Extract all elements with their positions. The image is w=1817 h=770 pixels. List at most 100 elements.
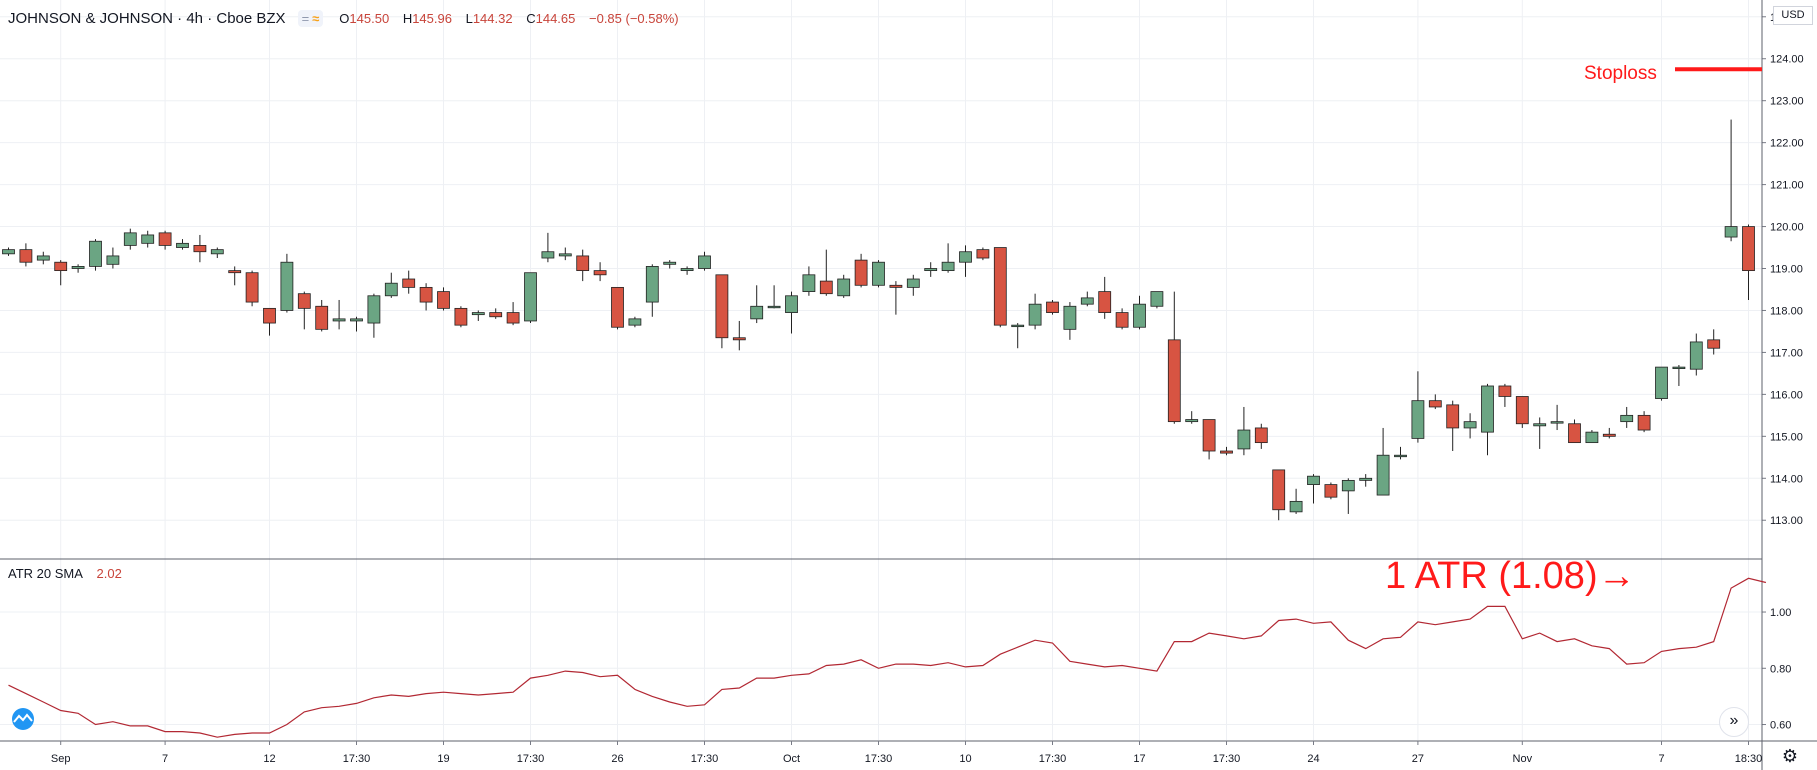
candle-body[interactable] xyxy=(750,305,764,320)
candle-body[interactable] xyxy=(1463,421,1477,429)
candle-body[interactable] xyxy=(1637,414,1651,431)
candle-body[interactable] xyxy=(54,261,68,272)
candle-body[interactable] xyxy=(367,295,381,324)
candle-body[interactable] xyxy=(1724,226,1738,238)
candle-body[interactable] xyxy=(1289,500,1303,513)
candle-body[interactable] xyxy=(541,251,555,259)
candle-body[interactable] xyxy=(1515,396,1529,425)
currency-badge[interactable]: USD xyxy=(1773,6,1813,25)
candle-body[interactable] xyxy=(1655,366,1668,399)
candle-body[interactable] xyxy=(1272,469,1286,511)
candle-body[interactable] xyxy=(1585,431,1599,444)
candle-body[interactable] xyxy=(384,282,398,297)
candle-body[interactable] xyxy=(315,305,329,330)
candle-body[interactable] xyxy=(593,270,607,276)
candle-body[interactable] xyxy=(1220,450,1233,454)
candle-body[interactable] xyxy=(715,274,729,339)
candle-body[interactable] xyxy=(680,268,694,272)
candle-body[interactable] xyxy=(19,249,33,263)
candle-body[interactable] xyxy=(158,232,172,246)
candle-body[interactable] xyxy=(889,284,903,288)
candle-body[interactable] xyxy=(89,240,102,267)
candle-body[interactable] xyxy=(210,249,224,255)
candle-body[interactable] xyxy=(1080,297,1094,305)
candle-body[interactable] xyxy=(1202,419,1216,452)
candle-body[interactable] xyxy=(1011,324,1025,328)
candle-body[interactable] xyxy=(1307,475,1320,485)
candle-body[interactable] xyxy=(1481,385,1494,433)
tradingview-logo-icon[interactable] xyxy=(8,708,38,730)
atr-series-line[interactable] xyxy=(8,577,1767,738)
candle-body[interactable] xyxy=(280,261,294,311)
candle-body[interactable] xyxy=(819,280,833,295)
candle-body[interactable] xyxy=(1411,400,1425,439)
candle-body[interactable] xyxy=(959,251,972,263)
candle-body[interactable] xyxy=(1028,303,1042,326)
candle-body[interactable] xyxy=(1602,433,1616,437)
candle-body[interactable] xyxy=(698,255,711,269)
candle-body[interactable] xyxy=(1046,301,1059,313)
candle-body[interactable] xyxy=(332,318,346,322)
candle-body[interactable] xyxy=(176,242,189,248)
candle-body[interactable] xyxy=(1742,226,1755,272)
candle-body[interactable] xyxy=(1341,479,1355,492)
candle-body[interactable] xyxy=(471,312,485,316)
candle-body[interactable] xyxy=(263,307,276,324)
candle-body[interactable] xyxy=(802,274,816,292)
candle-body[interactable] xyxy=(628,318,642,326)
candle-body[interactable] xyxy=(419,286,433,303)
candle-body[interactable] xyxy=(454,307,468,326)
candle-body[interactable] xyxy=(106,255,120,265)
candle-body[interactable] xyxy=(1063,305,1077,330)
candle-body[interactable] xyxy=(1359,477,1373,481)
candle-body[interactable] xyxy=(854,259,868,286)
candle-body[interactable] xyxy=(1133,303,1146,328)
candle-body[interactable] xyxy=(872,261,885,286)
candle-body[interactable] xyxy=(1707,339,1721,349)
candle-body[interactable] xyxy=(123,232,137,246)
candle-body[interactable] xyxy=(1568,423,1581,444)
candle-body[interactable] xyxy=(767,305,781,309)
candle-body[interactable] xyxy=(1446,404,1460,429)
candle-body[interactable] xyxy=(228,270,242,274)
candle-body[interactable] xyxy=(837,278,851,297)
candle-body[interactable] xyxy=(906,278,920,288)
candle-body[interactable] xyxy=(1620,414,1634,423)
candle-body[interactable] xyxy=(1550,421,1564,424)
candle-body[interactable] xyxy=(1167,339,1181,423)
candle-body[interactable] xyxy=(993,247,1007,326)
candle-body[interactable] xyxy=(663,261,677,265)
candle-body[interactable] xyxy=(1185,419,1199,423)
candle-body[interactable] xyxy=(1376,454,1390,496)
candle-body[interactable] xyxy=(558,253,572,257)
scroll-to-latest-button[interactable]: » xyxy=(1719,707,1749,737)
candle-body[interactable] xyxy=(611,286,624,328)
candle-body[interactable] xyxy=(1254,427,1268,444)
candle-body[interactable] xyxy=(576,255,590,272)
candle-body[interactable] xyxy=(506,312,520,324)
candle-body[interactable] xyxy=(141,234,155,244)
candle-body[interactable] xyxy=(1394,454,1407,458)
candle-body[interactable] xyxy=(976,249,990,259)
candle-body[interactable] xyxy=(1672,366,1686,370)
candle-body[interactable] xyxy=(785,295,798,313)
candle-body[interactable] xyxy=(402,278,416,288)
candle-body[interactable] xyxy=(1324,484,1338,498)
chart-style-pill[interactable]: = ≈ xyxy=(297,9,324,27)
candle-body[interactable] xyxy=(645,266,659,303)
candle-body[interactable] xyxy=(193,245,207,253)
candle-body[interactable] xyxy=(924,268,938,272)
candle-body[interactable] xyxy=(297,293,311,309)
candle-body[interactable] xyxy=(437,291,450,309)
candle-body[interactable] xyxy=(941,261,955,272)
candle-body[interactable] xyxy=(36,255,50,261)
candle-body[interactable] xyxy=(71,266,85,269)
candle-body[interactable] xyxy=(1689,341,1703,370)
candle-body[interactable] xyxy=(1098,291,1112,313)
candle-body[interactable] xyxy=(1533,423,1547,427)
candle-body[interactable] xyxy=(1237,429,1251,450)
candle-body[interactable] xyxy=(1428,400,1442,408)
candle-body[interactable] xyxy=(732,337,746,341)
candle-body[interactable] xyxy=(350,318,363,322)
